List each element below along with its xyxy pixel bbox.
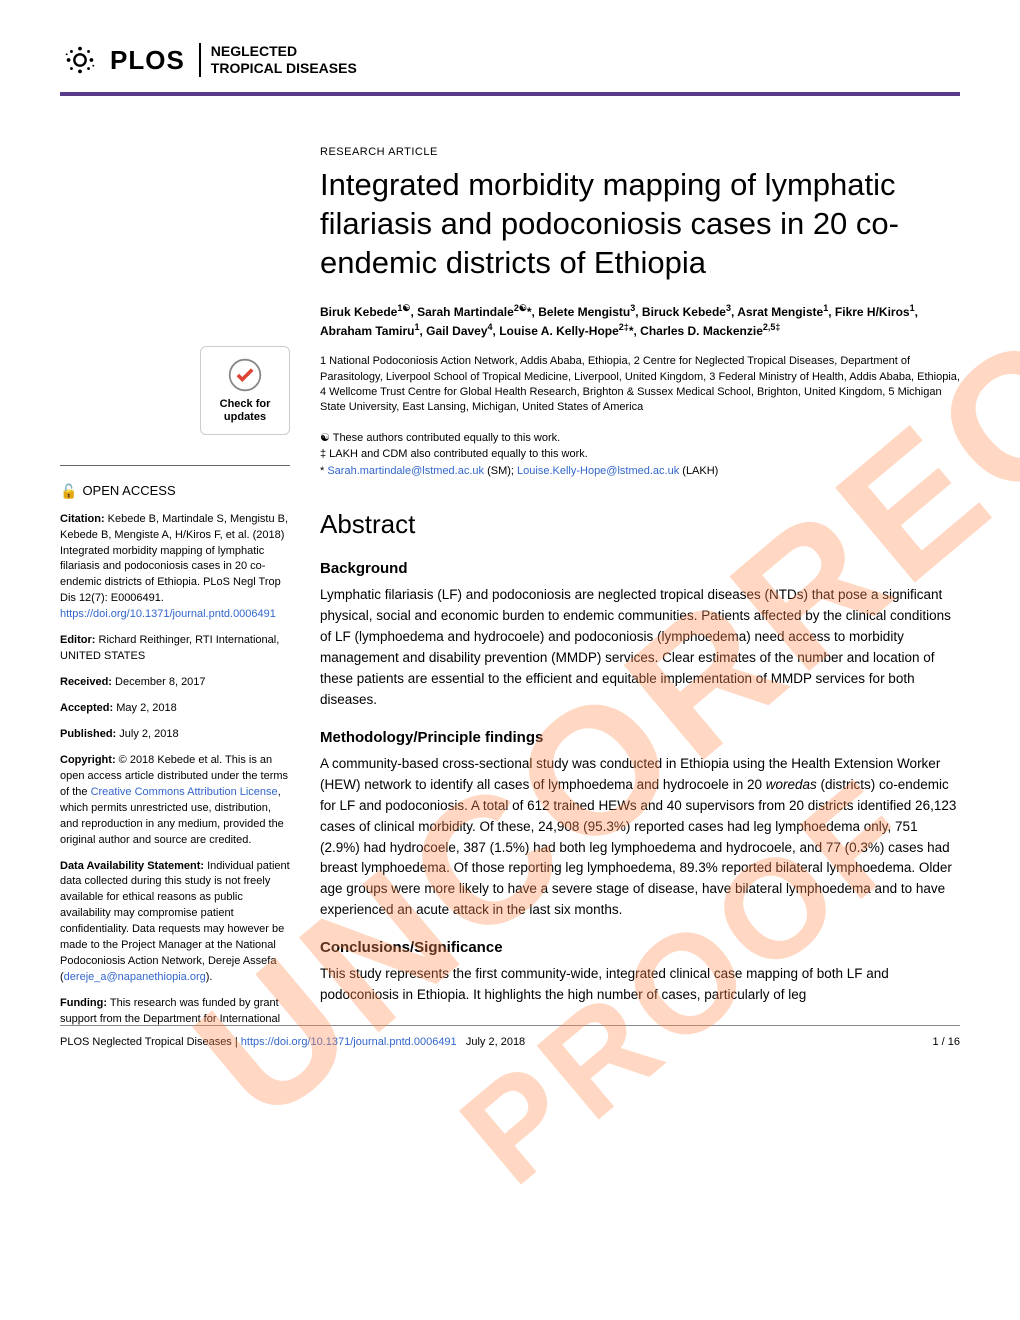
citation-text: Kebede B, Martindale S, Mengistu B, Kebe… <box>60 513 288 605</box>
sidebar: Check for updates 🔓 OPEN ACCESS Citation… <box>60 146 290 1038</box>
citation-label: Citation: <box>60 513 105 525</box>
page-container: PLOS NEGLECTED TROPICAL DISEASES Check f… <box>0 0 1020 1078</box>
main-column: RESEARCH ARTICLE Integrated morbidity ma… <box>320 146 960 1038</box>
abstract-heading: Abstract <box>320 509 960 540</box>
check-updates-label: Check for updates <box>211 398 279 424</box>
author-notes: ☯ These authors contributed equally to t… <box>320 430 960 480</box>
journal-name: NEGLECTED TROPICAL DISEASES <box>199 43 357 77</box>
header-rule <box>60 92 960 96</box>
methodology-text: A community-based cross-sectional study … <box>320 754 960 921</box>
data-availability-block: Data Availability Statement: Individual … <box>60 859 290 987</box>
copyright-block: Copyright: © 2018 Kebede et al. This is … <box>60 753 290 849</box>
footer-date: July 2, 2018 <box>466 1036 525 1048</box>
background-heading: Background <box>320 560 960 577</box>
journal-header: PLOS NEGLECTED TROPICAL DISEASES <box>60 40 960 92</box>
citation-block: Citation: Kebede B, Martindale S, Mengis… <box>60 512 290 624</box>
received-label: Received: <box>60 676 112 688</box>
article-type: RESEARCH ARTICLE <box>320 146 960 158</box>
article-title: Integrated morbidity mapping of lymphati… <box>320 166 960 282</box>
published-date: July 2, 2018 <box>116 728 178 740</box>
published-label: Published: <box>60 728 116 740</box>
content-columns: Check for updates 🔓 OPEN ACCESS Citation… <box>60 146 960 1038</box>
open-access-text: OPEN ACCESS <box>82 482 175 501</box>
check-updates-badge[interactable]: Check for updates <box>200 346 290 435</box>
corr-email-2[interactable]: Louise.Kelly-Hope@lstmed.ac.uk <box>517 465 679 477</box>
crossmark-icon <box>227 357 263 393</box>
page-footer: PLOS Neglected Tropical Diseases | https… <box>60 1025 960 1048</box>
data-email-link[interactable]: dereje_a@napanethiopia.org <box>64 971 206 983</box>
cc-license-link[interactable]: Creative Commons Attribution License <box>91 786 278 798</box>
accepted-label: Accepted: <box>60 702 113 714</box>
affiliations: 1 National Podoconiosis Action Network, … <box>320 354 960 416</box>
funding-label: Funding: <box>60 997 107 1009</box>
plos-wordmark: PLOS <box>110 45 185 76</box>
accepted-block: Accepted: May 2, 2018 <box>60 701 290 717</box>
accepted-date: May 2, 2018 <box>113 702 177 714</box>
conclusions-text: This study represents the first communit… <box>320 964 960 1006</box>
data-text: Individual patient data collected during… <box>60 860 290 984</box>
corr-email-1[interactable]: Sarah.martindale@lstmed.ac.uk <box>327 465 484 477</box>
footer-journal: PLOS Neglected Tropical Diseases | <box>60 1036 241 1048</box>
open-lock-icon: 🔓 <box>60 481 77 501</box>
plos-logo-icon <box>60 40 100 80</box>
copyright-label: Copyright: <box>60 754 116 766</box>
citation-doi-link[interactable]: https://doi.org/10.1371/journal.pntd.000… <box>60 608 276 620</box>
received-date: December 8, 2017 <box>112 676 206 688</box>
editor-label: Editor: <box>60 634 95 646</box>
author-list: Biruk Kebede1☯, Sarah Martindale2☯*, Bel… <box>320 302 960 340</box>
received-block: Received: December 8, 2017 <box>60 675 290 691</box>
footer-doi-link[interactable]: https://doi.org/10.1371/journal.pntd.000… <box>241 1036 457 1048</box>
footer-page-number: 1 / 16 <box>932 1036 960 1048</box>
open-access-badge: 🔓 OPEN ACCESS <box>60 481 290 501</box>
equal-contrib-note-2: ‡ LAKH and CDM also contributed equally … <box>320 446 960 463</box>
corresponding-note: * Sarah.martindale@lstmed.ac.uk (SM); Lo… <box>320 463 960 480</box>
published-block: Published: July 2, 2018 <box>60 727 290 743</box>
footer-left: PLOS Neglected Tropical Diseases | https… <box>60 1036 525 1048</box>
data-label: Data Availability Statement: <box>60 860 204 872</box>
funding-block: Funding: This research was funded by gra… <box>60 996 290 1028</box>
journal-line1: NEGLECTED <box>211 43 357 60</box>
journal-line2: TROPICAL DISEASES <box>211 60 357 77</box>
background-text: Lymphatic filariasis (LF) and podoconios… <box>320 585 960 711</box>
methodology-heading: Methodology/Principle findings <box>320 729 960 746</box>
equal-contrib-note: ☯ These authors contributed equally to t… <box>320 430 960 447</box>
conclusions-heading: Conclusions/Significance <box>320 939 960 956</box>
editor-block: Editor: Richard Reithinger, RTI Internat… <box>60 633 290 665</box>
data-close: ). <box>206 971 213 983</box>
